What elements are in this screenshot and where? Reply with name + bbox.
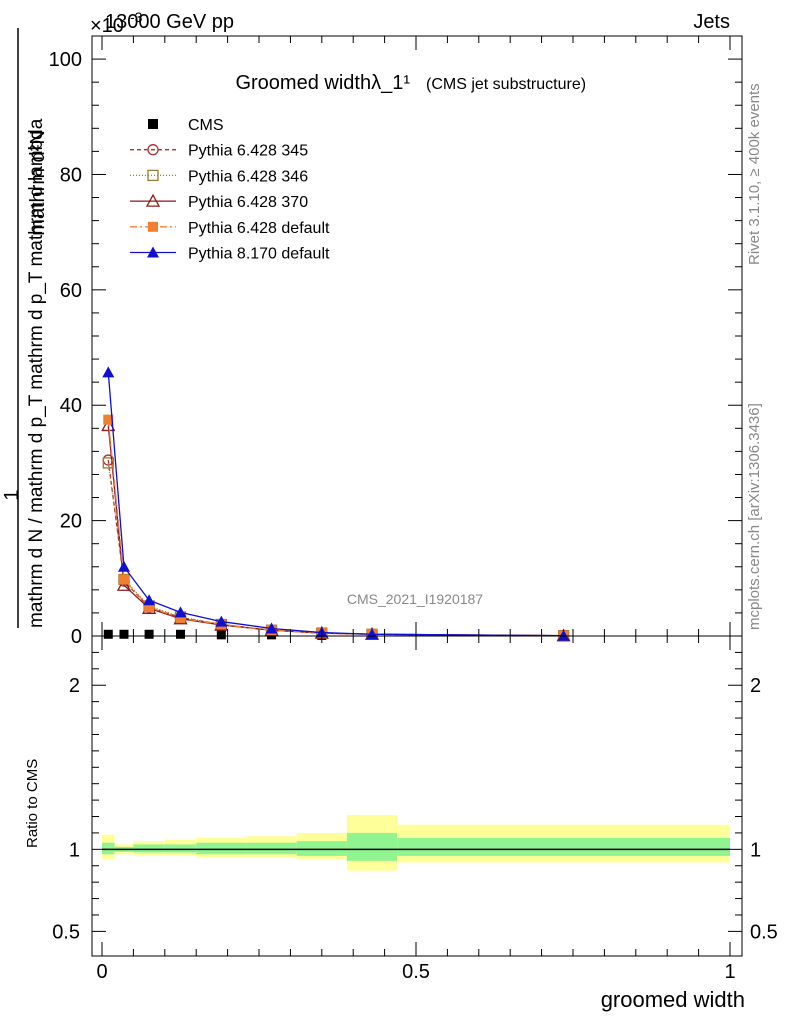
- process-label: Jets: [693, 11, 730, 33]
- ratio-inner-band: [133, 844, 165, 853]
- ratio-inner-band: [246, 842, 297, 855]
- data-point: [215, 615, 228, 627]
- data-point: [174, 606, 187, 618]
- ratio-inner-band: [102, 842, 115, 855]
- main-y-tick-label: 40: [60, 395, 82, 417]
- rivet-label: Rivet 3.1.10, ≥ 400k events: [746, 83, 763, 265]
- ylabel-numerator: 1: [1, 489, 23, 500]
- analysis-watermark: CMS_2021_I1920187: [347, 591, 483, 607]
- ratio-plot-frame: [91, 635, 743, 957]
- data-point: [117, 560, 130, 572]
- x-tick-label: 0: [96, 961, 107, 983]
- data-point: [116, 577, 132, 591]
- series-line: [107, 425, 564, 637]
- exponent-power: -3: [130, 9, 143, 25]
- legend-label: CMS: [188, 117, 224, 134]
- exponent-label: ×10: [90, 15, 124, 37]
- chart-subtitle: (CMS jet substructure): [426, 76, 586, 93]
- ratio-y-tick-label: 2: [750, 675, 761, 697]
- legend-marker: [147, 144, 159, 156]
- ratio-inner-band: [397, 837, 730, 856]
- data-point: [175, 613, 186, 624]
- ratio-inner-band: [196, 842, 247, 855]
- ratio-y-tick-label: 0.5: [52, 921, 80, 943]
- x-tick-label: 0.5: [402, 961, 430, 983]
- beam-label: 13000 GeV pp: [105, 11, 234, 33]
- main-y-axis-label: 1 mathrm d²N mathrm d N / mathrm d p_T m…: [1, 28, 49, 628]
- main-y-tick-label: 100: [49, 49, 82, 71]
- legend-marker: [148, 221, 158, 232]
- ratio-inner-band: [164, 844, 197, 853]
- ylabel-derivative: mathrm d²N: [27, 130, 49, 236]
- mcplots-label: mcplots.cern.ch [arXiv:1306.3436]: [746, 403, 763, 630]
- data-point: [366, 628, 379, 640]
- data-point: [118, 574, 129, 585]
- legend-marker: [147, 169, 159, 182]
- legend-label: Pythia 6.428 default: [188, 220, 330, 237]
- ratio-y-label: Ratio to CMS: [24, 759, 41, 848]
- legend-marker: [148, 119, 158, 129]
- ratio-y-tick-label: 1: [750, 839, 761, 861]
- main-y-tick-label: 60: [60, 280, 82, 302]
- data-point: [557, 629, 570, 641]
- ratio-inner-band: [346, 832, 398, 861]
- ratio-y-tick-label: 2: [69, 675, 80, 697]
- legend-label: Pythia 6.428 345: [188, 143, 308, 160]
- ylabel-denominator: mathrm d N / mathrm d p_T mathrm d p_T m…: [26, 118, 47, 628]
- data-point: [265, 622, 278, 634]
- main-y-tick-label: 20: [60, 511, 82, 533]
- data-point: [144, 629, 154, 639]
- data-point: [103, 629, 113, 639]
- data-point: [216, 630, 226, 640]
- legend-label: Pythia 6.428 346: [188, 168, 308, 185]
- x-axis-label: groomed width: [601, 987, 745, 1012]
- legend-label: Pythia 6.428 370: [188, 194, 308, 211]
- data-point: [143, 594, 156, 606]
- data-point: [144, 602, 155, 613]
- data-point: [103, 414, 114, 425]
- data-point: [102, 366, 115, 378]
- ratio-y-tick-label: 1: [69, 839, 80, 861]
- series-line: [107, 419, 564, 637]
- x-tick-label: 1: [724, 961, 735, 983]
- ratio-inner-band: [296, 841, 347, 856]
- series-line: [107, 459, 564, 637]
- data-point: [176, 629, 185, 639]
- main-y-tick-label: 80: [60, 164, 82, 186]
- main-y-tick-label: 0: [71, 626, 82, 648]
- series-line: [107, 372, 564, 637]
- data-point: [119, 629, 129, 639]
- series-line: [107, 462, 564, 637]
- legend-marker: [147, 246, 159, 258]
- data-point: [102, 457, 114, 469]
- ratio-y-tick-label: 0.5: [750, 921, 778, 943]
- legend-marker: [145, 193, 161, 207]
- legend-label: Pythia 8.170 default: [188, 246, 330, 263]
- data-point: [101, 418, 116, 432]
- chart-title: Groomed widthλ_1¹: [235, 72, 410, 94]
